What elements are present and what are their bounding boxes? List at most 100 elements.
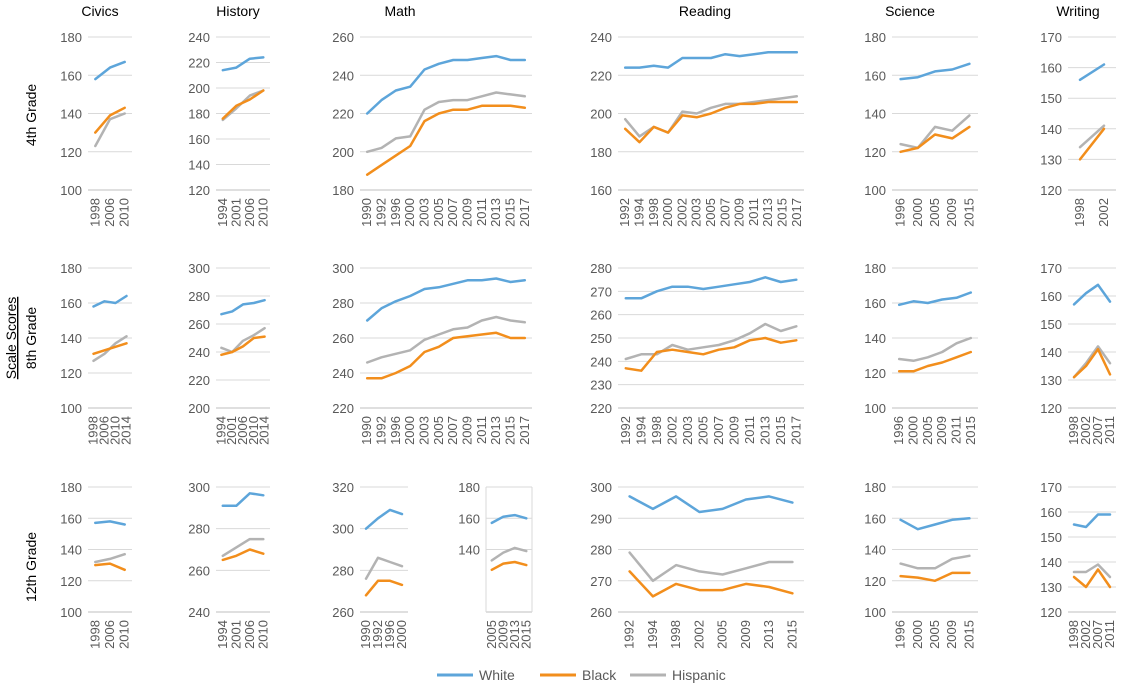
x-tick-label: 2009 bbox=[495, 620, 510, 649]
series-line-black bbox=[897, 350, 973, 373]
y-tick-label: 160 bbox=[60, 511, 82, 526]
x-tick-label: 2009 bbox=[944, 620, 959, 649]
x-tick-label: 2007 bbox=[445, 416, 460, 445]
chart-panel: 100 120 140 160 180 1998 2006 2010 bbox=[60, 30, 132, 227]
y-tick-label: 240 bbox=[332, 366, 354, 381]
y-tick-label: 280 bbox=[188, 289, 210, 304]
legend-label: Black bbox=[582, 667, 617, 683]
series-line-white bbox=[897, 291, 973, 307]
y-tick-label: 240 bbox=[188, 605, 210, 620]
series-line-black bbox=[365, 331, 527, 380]
y-tick-label: 140 bbox=[60, 107, 82, 122]
series-line-white bbox=[899, 517, 971, 531]
series-line-hispanic bbox=[220, 326, 266, 354]
series-line-black bbox=[220, 335, 266, 357]
y-tick-label: 140 bbox=[188, 158, 210, 173]
x-tick-label: 2015 bbox=[775, 198, 790, 227]
x-tick-label: 2000 bbox=[394, 620, 409, 649]
row-label: 8th Grade bbox=[23, 307, 39, 369]
legend-label: Hispanic bbox=[672, 667, 726, 683]
series-line-black bbox=[94, 106, 126, 134]
chart-panel: 260 270 280 290 300 1992 1994 1998 2002 2005 2009 2… bbox=[590, 480, 804, 649]
y-tick-label: 100 bbox=[60, 605, 82, 620]
series-line-white bbox=[1078, 63, 1106, 82]
y-tick-label: 200 bbox=[188, 81, 210, 96]
y-tick-label: 280 bbox=[332, 296, 354, 311]
x-tick-label: 2009 bbox=[460, 416, 475, 445]
series-line-hispanic bbox=[364, 556, 404, 580]
y-tick-label: 100 bbox=[60, 183, 82, 198]
y-tick-label: 100 bbox=[864, 401, 886, 416]
series-line-hispanic bbox=[1078, 124, 1106, 149]
series-line-white bbox=[221, 492, 265, 508]
y-tick-label: 120 bbox=[1040, 401, 1062, 416]
y-tick-label: 120 bbox=[188, 183, 210, 198]
y-tick-label: 140 bbox=[864, 331, 886, 346]
x-tick-label: 2000 bbox=[910, 198, 925, 227]
series-line-black bbox=[899, 571, 971, 583]
y-tick-label: 160 bbox=[60, 68, 82, 83]
x-tick-label: 2001 bbox=[224, 416, 239, 445]
x-tick-label: 1994 bbox=[215, 198, 230, 227]
y-tick-label: 170 bbox=[1040, 30, 1062, 45]
x-tick-label: 2017 bbox=[788, 416, 803, 445]
x-tick-label: 2002 bbox=[674, 198, 689, 227]
y-tick-label: 150 bbox=[1040, 91, 1062, 106]
y-tick-label: 280 bbox=[590, 543, 612, 558]
x-tick-label: 2005 bbox=[431, 416, 446, 445]
series-line-hispanic bbox=[365, 315, 527, 364]
x-tick-label: 2009 bbox=[738, 620, 753, 649]
x-tick-label: 2006 bbox=[235, 416, 250, 445]
y-tick-label: 140 bbox=[1040, 555, 1062, 570]
y-tick-label: 290 bbox=[590, 511, 612, 526]
y-tick-label: 180 bbox=[458, 480, 480, 495]
y-tick-label: 120 bbox=[60, 366, 82, 381]
series-line-white bbox=[490, 513, 528, 525]
y-tick-label: 260 bbox=[332, 30, 354, 45]
x-tick-label: 1994 bbox=[215, 620, 230, 649]
y-tick-label: 180 bbox=[864, 261, 886, 276]
x-tick-label: 2011 bbox=[474, 416, 489, 444]
series-line-white bbox=[221, 56, 265, 72]
y-tick-label: 120 bbox=[1040, 183, 1062, 198]
column-title: Reading bbox=[679, 3, 731, 19]
series-line-black bbox=[1072, 347, 1112, 379]
y-tick-label: 180 bbox=[60, 480, 82, 495]
y-tick-label: 240 bbox=[590, 354, 612, 369]
y-tick-label: 220 bbox=[590, 401, 612, 416]
y-tick-label: 180 bbox=[60, 30, 82, 45]
x-tick-label: 2011 bbox=[1102, 620, 1117, 648]
x-tick-label: 2013 bbox=[760, 198, 775, 227]
x-tick-label: 1998 bbox=[646, 198, 661, 227]
x-tick-label: 2015 bbox=[518, 620, 533, 649]
x-tick-label: 2002 bbox=[1078, 416, 1093, 445]
x-tick-label: 1996 bbox=[388, 198, 403, 227]
x-tick-label: 2000 bbox=[906, 416, 921, 445]
y-tick-label: 320 bbox=[332, 480, 354, 495]
x-tick-label: 2006 bbox=[242, 620, 257, 649]
x-tick-label: 2002 bbox=[1078, 620, 1093, 649]
y-tick-label: 180 bbox=[590, 145, 612, 160]
x-tick-label: 2010 bbox=[255, 198, 270, 227]
y-tick-label: 300 bbox=[188, 261, 210, 276]
series-line-hispanic bbox=[94, 112, 126, 148]
x-tick-label: 2002 bbox=[664, 416, 679, 445]
x-tick-label: 2010 bbox=[246, 416, 261, 445]
x-tick-label: 1998 bbox=[668, 620, 683, 649]
y-tick-label: 220 bbox=[188, 373, 210, 388]
x-tick-label: 2013 bbox=[761, 620, 776, 649]
x-tick-label: 2011 bbox=[474, 198, 489, 226]
x-tick-label: 1992 bbox=[617, 198, 632, 227]
x-tick-label: 1994 bbox=[631, 198, 646, 227]
x-tick-label: 2010 bbox=[108, 416, 123, 445]
x-tick-label: 1992 bbox=[374, 416, 389, 445]
y-tick-label: 140 bbox=[864, 543, 886, 558]
series-line-hispanic bbox=[94, 552, 126, 564]
x-tick-label: 2007 bbox=[445, 198, 460, 227]
y-tick-label: 280 bbox=[590, 261, 612, 276]
y-tick-label: 220 bbox=[332, 401, 354, 416]
x-tick-label: 2006 bbox=[242, 198, 257, 227]
y-tick-label: 270 bbox=[590, 574, 612, 589]
